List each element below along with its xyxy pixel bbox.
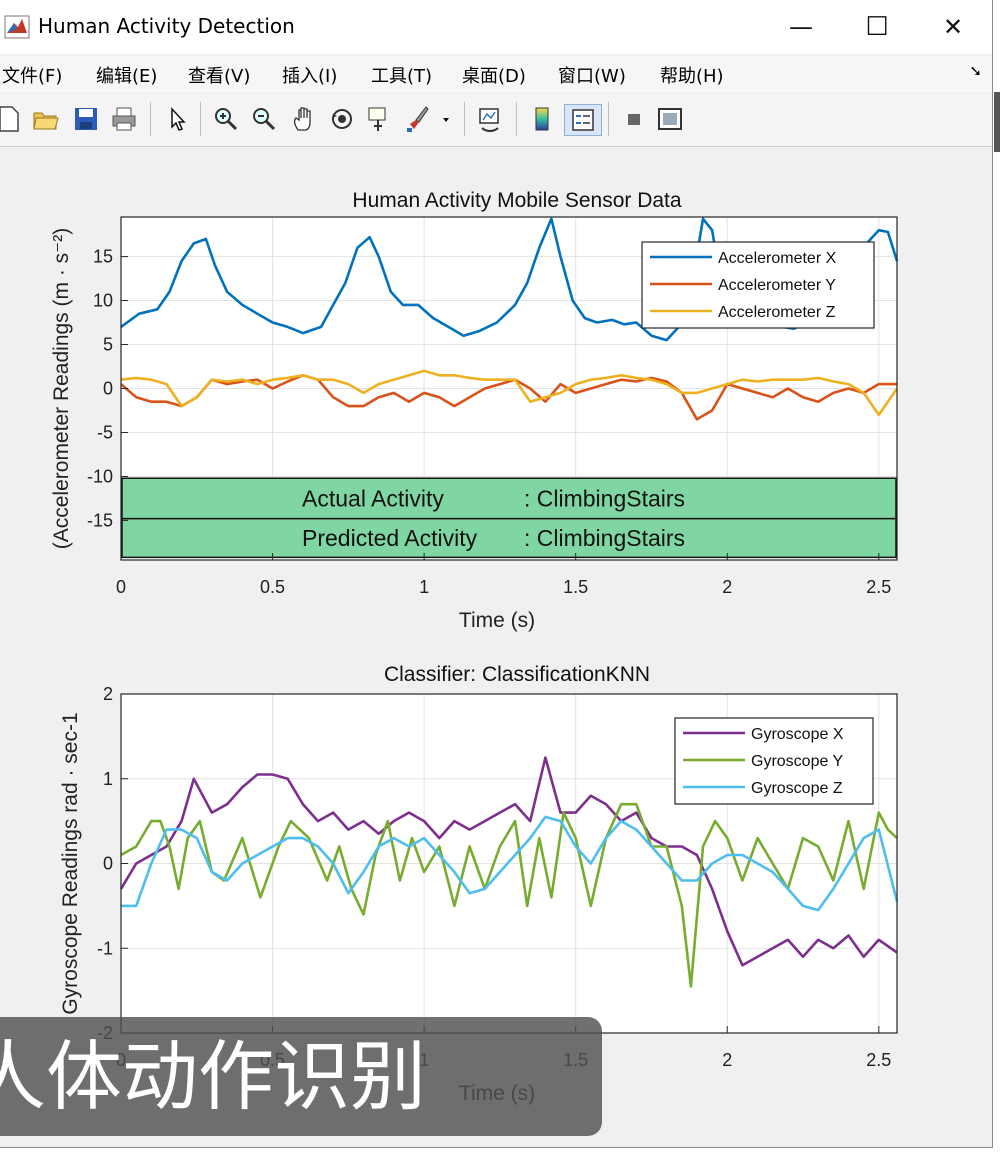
menu-file[interactable]: 文件(F)	[2, 66, 63, 87]
y-tick-label: 1	[103, 769, 113, 789]
y-tick-label: 15	[93, 247, 113, 267]
legend-label-1: Accelerometer X	[718, 250, 837, 267]
zoom-in-icon[interactable]	[212, 104, 240, 134]
brush-icon[interactable]	[404, 104, 432, 134]
accelerometer-axes[interactable]: Actual Activity : ClimbingStairs Predicted…	[0, 147, 992, 632]
x-tick-label: 2	[722, 1050, 732, 1070]
minimize-button[interactable]: —	[789, 13, 813, 41]
save-icon[interactable]	[72, 104, 100, 134]
figure-canvas: Actual Activity : ClimbingStairs Predicted…	[0, 147, 992, 1147]
y-tick-label: -15	[87, 510, 113, 530]
legend-label-2: Gyroscope Y	[751, 753, 844, 770]
legend-label-3: Accelerometer Z	[718, 304, 836, 321]
matlab-logo-icon	[4, 15, 30, 39]
y-axis-label: (Accelerometer Readings (m · s⁻²)	[50, 228, 73, 550]
x-tick-label: 0.5	[260, 577, 285, 597]
x-tick-label: 0	[116, 577, 126, 597]
window-edge-scrollbar	[994, 92, 1000, 152]
toolbar-separator	[150, 102, 151, 136]
y-tick-label: 5	[103, 335, 113, 355]
zoom-out-icon[interactable]	[250, 104, 278, 134]
y-tick-label: -5	[97, 422, 113, 442]
legend-icon[interactable]	[564, 104, 602, 136]
close-button[interactable]: ✕	[942, 13, 964, 41]
legend-label-3: Gyroscope Z	[751, 780, 843, 797]
rotate-3d-icon[interactable]	[328, 104, 356, 134]
toolbar-separator	[516, 102, 517, 136]
plot-title: Human Activity Mobile Sensor Data	[352, 189, 681, 212]
dropdown-arrow-icon[interactable]	[440, 104, 452, 134]
maximize-button[interactable]: ☐	[865, 12, 889, 42]
legend-label-2: Accelerometer Y	[718, 277, 836, 294]
show-plot-tools-icon[interactable]	[656, 104, 684, 134]
y-tick-label: 10	[93, 291, 113, 311]
toolbar-separator	[200, 102, 201, 136]
x-tick-label: 1	[419, 577, 429, 597]
menu-window[interactable]: 窗口(W)	[558, 66, 626, 87]
actual-activity-value: : ClimbingStairs	[524, 485, 685, 511]
menu-tools[interactable]: 工具(T)	[371, 66, 433, 87]
data-cursor-icon[interactable]	[366, 104, 394, 134]
y-tick-label: 0	[103, 379, 113, 399]
y-tick-label: -1	[97, 938, 113, 958]
colorbar-icon[interactable]	[528, 104, 556, 134]
toolbar-separator	[464, 102, 465, 136]
menu-view[interactable]: 查看(V)	[188, 66, 251, 87]
legend-label-1: Gyroscope X	[751, 726, 844, 743]
predicted-activity-box	[121, 517, 897, 559]
hide-plot-tools-icon[interactable]	[620, 104, 648, 134]
menu-desktop[interactable]: 桌面(D)	[462, 66, 526, 87]
predicted-activity-value: : ClimbingStairs	[524, 525, 685, 551]
link-plot-icon[interactable]	[476, 104, 504, 134]
plot-title: Classifier: ClassificationKNN	[384, 663, 650, 686]
series-line-3	[121, 815, 899, 912]
subtitle-caption: 人体动作识别	[0, 1017, 602, 1136]
window-title: Human Activity Detection	[38, 14, 295, 38]
predicted-activity-label: Predicted Activity	[302, 525, 478, 551]
menu-edit[interactable]: 编辑(E)	[96, 66, 158, 87]
menu-bar: 文件(F) 编辑(E) 查看(V) 插入(I) 工具(T) 桌面(D) 窗口(W…	[0, 56, 992, 92]
x-axis-label: Time (s)	[459, 609, 535, 632]
series-line-3	[120, 369, 899, 417]
menu-help[interactable]: 帮助(H)	[660, 66, 724, 87]
y-axis-label: Gyroscope Readings rad · sec-1	[59, 712, 82, 1014]
series-line-2	[120, 802, 898, 988]
figure-toolbar	[0, 94, 992, 147]
open-folder-icon[interactable]	[32, 104, 60, 134]
x-tick-label: 2.5	[866, 577, 891, 597]
series-line-1	[119, 756, 898, 967]
x-tick-label: 1.5	[563, 577, 588, 597]
y-tick-label: 2	[103, 684, 113, 704]
toolbar-separator	[608, 102, 609, 136]
x-tick-label: 2	[722, 577, 732, 597]
title-bar[interactable]: Human Activity Detection — ☐ ✕	[0, 0, 992, 54]
new-file-icon[interactable]	[0, 104, 22, 134]
actual-activity-box	[121, 477, 897, 520]
actual-activity-label: Actual Activity	[302, 485, 444, 511]
y-tick-label: 0	[103, 854, 113, 874]
pan-hand-icon[interactable]	[290, 104, 318, 134]
x-tick-label: 2.5	[866, 1050, 891, 1070]
print-icon[interactable]	[110, 104, 138, 134]
select-arrow-icon[interactable]	[163, 104, 191, 134]
arrow-down-right-icon[interactable]: ➘	[969, 62, 982, 80]
y-tick-label: -10	[87, 466, 113, 486]
menu-insert[interactable]: 插入(I)	[282, 66, 338, 87]
caption-text: 人体动作识别	[0, 1032, 426, 1121]
